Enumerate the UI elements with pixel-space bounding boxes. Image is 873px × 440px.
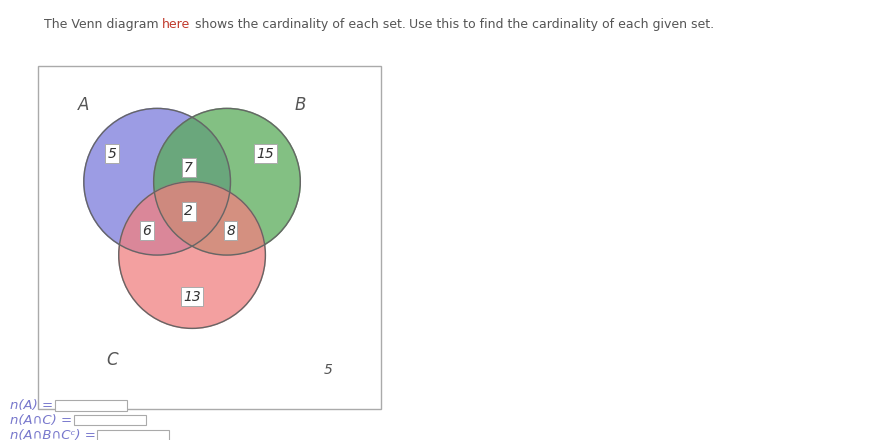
Text: 7: 7 [184,161,193,175]
Text: n(A) =: n(A) = [10,399,57,412]
Text: 6: 6 [142,224,151,238]
Circle shape [84,108,230,255]
Text: 13: 13 [183,290,201,304]
Circle shape [154,108,300,255]
Text: 2: 2 [184,205,193,218]
Circle shape [119,182,265,328]
FancyBboxPatch shape [55,400,127,411]
Text: 8: 8 [226,224,235,238]
Text: 5: 5 [107,147,116,161]
Text: 5: 5 [324,363,333,377]
Text: C: C [106,351,118,369]
FancyBboxPatch shape [97,430,169,440]
FancyBboxPatch shape [38,66,381,409]
Text: shows the cardinality of each set.: shows the cardinality of each set. [190,18,409,31]
Text: A: A [78,96,90,114]
Text: The Venn diagram: The Venn diagram [44,18,162,31]
Text: n(A∩B∩Cᶜ) =: n(A∩B∩Cᶜ) = [10,429,100,440]
Text: B: B [294,96,306,114]
FancyBboxPatch shape [73,415,146,425]
Text: Use this to find the cardinality of each given set.: Use this to find the cardinality of each… [409,18,714,31]
Text: n(A∩C) =: n(A∩C) = [10,414,76,427]
Text: 15: 15 [257,147,274,161]
Text: here: here [162,18,190,31]
